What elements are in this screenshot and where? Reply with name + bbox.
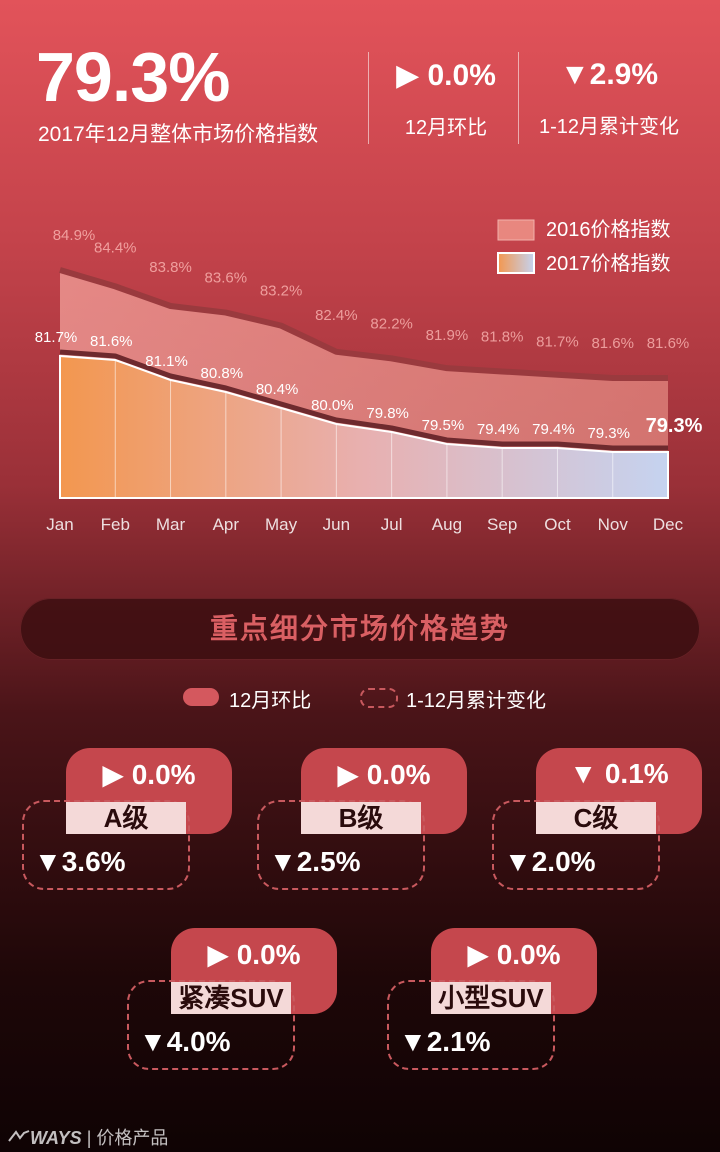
x-tick-label: Jun (323, 515, 350, 534)
ytd-box: ▼4.0% (127, 980, 295, 1070)
legend-2016-swatch (497, 219, 535, 241)
ytd-value: ▼2.1% (399, 1026, 491, 1057)
label-2016: 81.6% (647, 335, 690, 352)
legend-2016-label: 2016价格指数 (546, 218, 671, 241)
label-2016: 81.9% (426, 327, 469, 344)
footer-brand: WAYS (30, 1128, 82, 1148)
label-2017: 81.6% (90, 333, 133, 350)
x-tick-label: Sep (487, 515, 517, 534)
label-2017: 79.4% (477, 421, 520, 438)
segment-card-a: ▶ 0.0% ▼3.6% A级 (22, 748, 242, 898)
mom-value: ▶ 0.0% (207, 939, 301, 970)
ytd-box: ▼3.6% (22, 800, 190, 890)
mom-value: ▶ 0.0% (102, 759, 196, 790)
footer-text: | 价格产品 (86, 1128, 169, 1148)
line-2016 (59, 267, 668, 381)
ytd-box: ▼2.0% (492, 800, 660, 890)
label-2016: 83.8% (149, 259, 192, 276)
legend-dashed-swatch (360, 688, 398, 708)
label-2017: 80.0% (311, 397, 354, 414)
x-tick-label: Jan (46, 515, 73, 534)
label-2017: 81.1% (145, 353, 188, 370)
ytd-box: ▼2.1% (387, 980, 555, 1070)
x-tick-label: Feb (101, 515, 130, 534)
segment-card-b: ▶ 0.0% ▼2.5% B级 (257, 748, 477, 898)
segment-name: A级 (66, 802, 186, 834)
x-tick-label: Oct (544, 515, 571, 534)
x-tick-label: Jul (381, 515, 403, 534)
ytd-value: ▼4.0% (139, 1026, 231, 1057)
segment-card-small-suv: ▶ 0.0% ▼2.1% 小型SUV (387, 928, 607, 1078)
kpi-ytd-label: 1-12月累计变化 (538, 116, 680, 138)
footer: WAYS | 价格产品 (0, 1124, 168, 1150)
x-tick-label: Mar (156, 515, 186, 534)
mom-value: ▶ 0.0% (337, 759, 431, 790)
mom-value: ▶ 0.0% (467, 939, 561, 970)
ytd-value: ▼3.6% (34, 846, 126, 877)
divider (518, 52, 519, 144)
label-2016: 84.9% (53, 227, 96, 244)
label-2016: 81.7% (536, 334, 579, 351)
label-2017: 79.3% (587, 425, 630, 442)
segment-card-c: ▼ 0.1% ▼2.0% C级 (492, 748, 712, 898)
divider (368, 52, 369, 144)
label-2016: 81.8% (481, 328, 524, 345)
label-2016: 83.6% (205, 270, 248, 287)
ytd-value: ▼2.0% (504, 846, 596, 877)
label-2017: 79.4% (532, 421, 575, 438)
mom-value: ▼ 0.1% (569, 758, 669, 789)
label-2017: 79.5% (422, 417, 465, 434)
label-2017: 79.8% (366, 405, 409, 422)
line-2017 (59, 349, 668, 451)
segment-name: 紧凑SUV (171, 982, 291, 1014)
overall-index-value: 79.3% (36, 38, 230, 116)
overall-index-label: 2017年12月整体市场价格指数 (38, 123, 319, 146)
legend-solid-swatch (183, 688, 219, 706)
x-tick-label: May (265, 515, 298, 534)
label-2016: 81.6% (591, 335, 634, 352)
legend-dashed-label: 1-12月累计变化 (406, 690, 547, 712)
kpi-ytd: ▼2.9% 1-12月累计变化 (529, 58, 689, 139)
price-index-chart: 84.9%84.4% 83.8% 83.6% 83.2% 82.4% 82.2% 81.9%… (35, 218, 703, 534)
label-2017: 81.7% (35, 329, 78, 346)
segment-name: C级 (536, 802, 656, 834)
x-tick-label: Dec (653, 515, 684, 534)
label-2017: 79.3% (646, 415, 703, 437)
ytd-value: ▼2.5% (269, 846, 361, 877)
ytd-box: ▼2.5% (257, 800, 425, 890)
ways-logo-icon (8, 1130, 30, 1142)
legend-solid-label: 12月环比 (229, 690, 312, 712)
x-tick-label: Apr (213, 515, 240, 534)
x-tick-label: Aug (432, 515, 462, 534)
label-2017: 80.4% (256, 381, 299, 398)
kpi-ytd-value: ▼2.9% (559, 58, 659, 91)
x-tick-label: Nov (598, 515, 629, 534)
label-2016: 82.2% (370, 315, 413, 332)
segment-name: B级 (301, 802, 421, 834)
label-2016: 82.4% (315, 307, 358, 324)
label-2017: 80.8% (201, 365, 244, 382)
segment-name: 小型SUV (431, 982, 551, 1014)
kpi-mom: ▶ 0.0% 12月环比 (366, 58, 526, 140)
label-2016: 83.2% (260, 283, 303, 300)
segment-card-compact-suv: ▶ 0.0% ▼4.0% 紧凑SUV (127, 928, 347, 1078)
kpi-mom-label: 12月环比 (404, 117, 488, 139)
segment-title: 重点细分市场价格趋势 (20, 598, 700, 660)
label-2016: 84.4% (94, 239, 137, 256)
legend-2017-swatch (497, 252, 535, 274)
kpi-mom-value: ▶ 0.0% (396, 59, 496, 92)
legend-2017-label: 2017价格指数 (546, 252, 671, 275)
